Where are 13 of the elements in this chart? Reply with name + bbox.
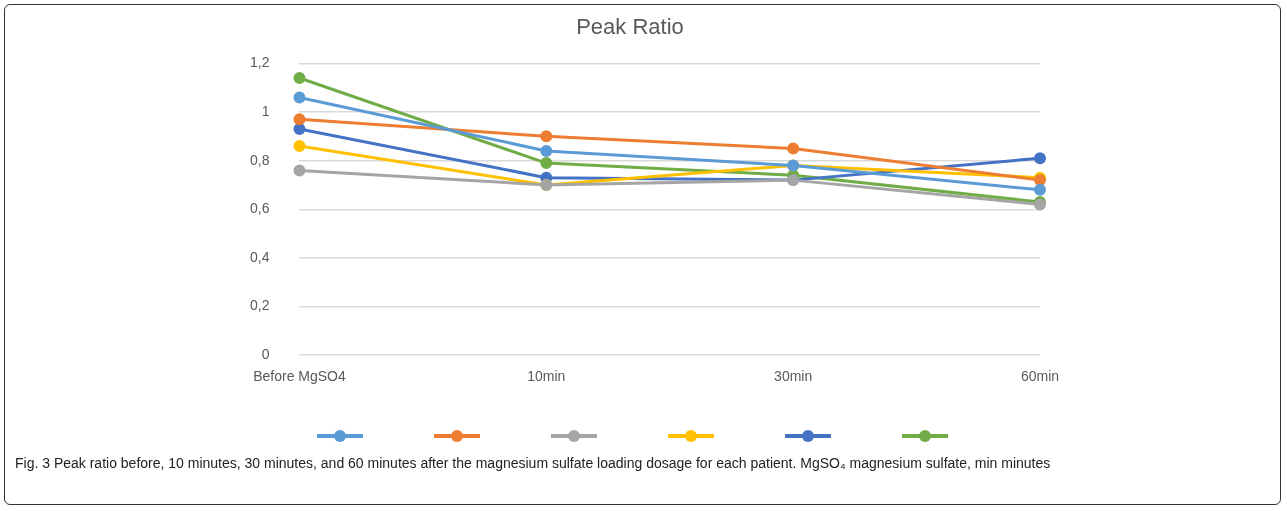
caption: Fig. 3 Peak ratio before, 10 minutes, 30 minutes, and 60 minutes after the magnesium sulfate loading dosage for each patient. MgSO₄ magnesium sulfate, min minutes — [15, 454, 1052, 473]
y-tick-label: 0,4 — [249, 248, 270, 265]
y-tick-label: 0,6 — [249, 200, 270, 217]
y-tick-label: 1 — [261, 102, 270, 119]
y-tick-label: 0,8 — [249, 151, 270, 168]
y-tick-label: 0 — [261, 346, 270, 363]
x-tick-label: 60min — [1020, 368, 1060, 385]
y-tick-label: 1,2 — [249, 54, 270, 71]
x-tick-label: 30min — [774, 368, 813, 385]
y-tick-label: 0,2 — [249, 297, 270, 314]
chart-title: Peak Ratio — [576, 14, 684, 40]
x-tick-label: 10min — [527, 368, 566, 385]
x-tick-label: Before MgSO4 — [253, 368, 346, 385]
